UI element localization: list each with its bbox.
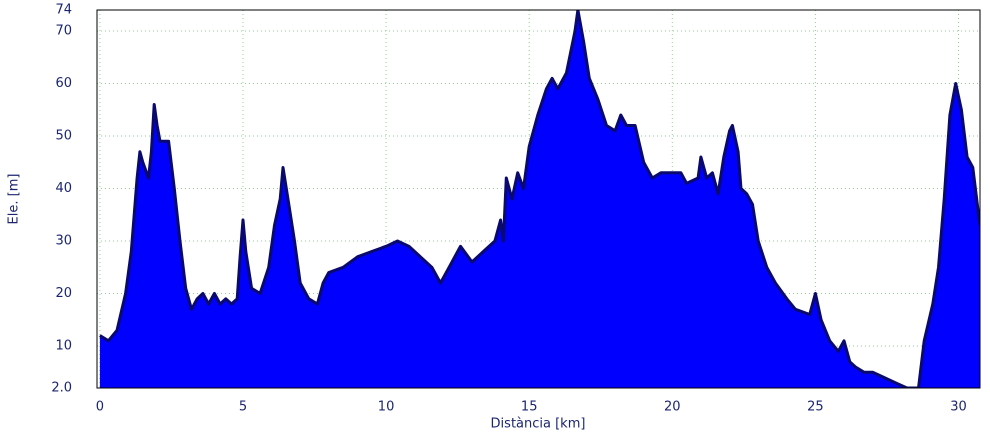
- y-tick-label: 40: [55, 181, 72, 196]
- y-tick-label: 20: [55, 286, 72, 301]
- x-tick-label: 15: [521, 400, 538, 415]
- line: [99, 10, 980, 388]
- plot-frame: [96, 9, 981, 389]
- y-tick-label: 74: [55, 3, 72, 18]
- x-tick-label: 5: [239, 400, 247, 415]
- y-tick-label: 50: [55, 129, 72, 144]
- y-tick-label: 70: [55, 24, 72, 39]
- x-tick-label: 25: [807, 400, 824, 415]
- y-tick-label: 60: [55, 76, 72, 91]
- y-tick-label: 2.0: [51, 381, 72, 396]
- area: [99, 10, 980, 388]
- x-axis-title: Distància [km]: [491, 417, 586, 432]
- x-tick-label: 30: [950, 400, 967, 415]
- x-tick-label: 10: [378, 400, 395, 415]
- x-tick-label: 0: [96, 400, 104, 415]
- y-tick-label: 10: [55, 339, 72, 354]
- y-tick-label: 30: [55, 234, 72, 249]
- y-axis-title: Ele. [m]: [7, 174, 22, 225]
- x-tick-label: 20: [664, 400, 681, 415]
